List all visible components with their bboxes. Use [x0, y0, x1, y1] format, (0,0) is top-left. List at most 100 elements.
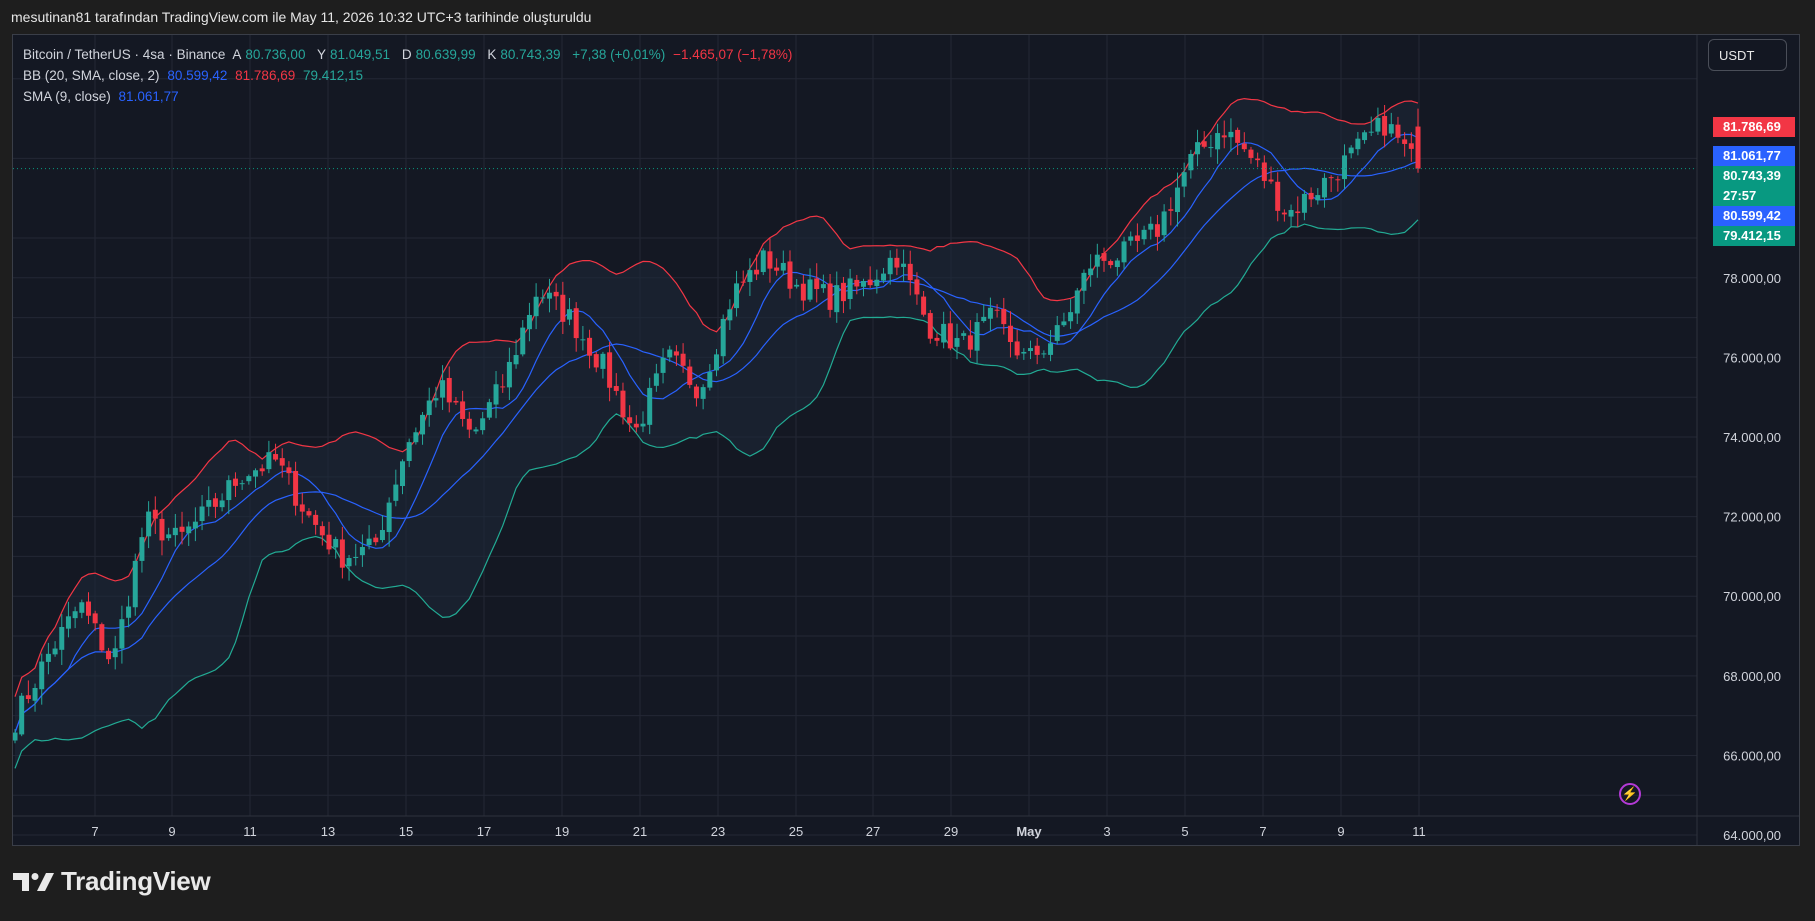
price-axis-tick[interactable]: 78.000,00 [1723, 271, 1781, 286]
candle-body[interactable] [126, 606, 132, 618]
candle-body[interactable] [179, 526, 185, 532]
candle-body[interactable] [480, 418, 486, 431]
candle-body[interactable] [286, 467, 292, 474]
candle-body[interactable] [613, 386, 619, 391]
candle-body[interactable] [807, 279, 813, 300]
candle-body[interactable] [814, 278, 820, 290]
candle-body[interactable] [1362, 132, 1368, 141]
candle-body[interactable] [1148, 223, 1154, 230]
candle-body[interactable] [854, 279, 860, 287]
time-axis-tick[interactable]: 21 [633, 824, 647, 839]
price-axis-tick[interactable]: 76.000,00 [1723, 350, 1781, 365]
candle-body[interactable] [1355, 138, 1361, 150]
price-axis-tick[interactable]: 74.000,00 [1723, 430, 1781, 445]
candle-body[interactable] [881, 273, 887, 281]
candle-body[interactable] [192, 521, 198, 529]
candle-body[interactable] [560, 294, 566, 322]
candle-body[interactable] [32, 687, 38, 701]
candle-body[interactable] [894, 257, 900, 268]
candle-body[interactable] [567, 309, 573, 320]
candle-body[interactable] [306, 511, 312, 516]
candle-body[interactable] [961, 333, 967, 336]
candle-body[interactable] [1195, 142, 1201, 155]
candle-body[interactable] [1074, 290, 1080, 314]
candle-body[interactable] [633, 423, 639, 428]
candle-body[interactable] [994, 309, 1000, 311]
candle-body[interactable] [1181, 172, 1187, 187]
time-axis-tick[interactable]: May [1016, 824, 1042, 839]
candle-body[interactable] [353, 556, 359, 559]
candle-body[interactable] [1054, 325, 1060, 341]
candle-body[interactable] [847, 278, 853, 300]
candle-body[interactable] [506, 361, 512, 388]
candle-body[interactable] [673, 351, 679, 356]
candle-body[interactable] [273, 454, 279, 460]
candle-body[interactable] [907, 263, 913, 281]
candle-body[interactable] [440, 380, 446, 398]
time-axis-tick[interactable]: 23 [711, 824, 725, 839]
candle-body[interactable] [1308, 192, 1314, 200]
candle-body[interactable] [166, 534, 172, 539]
candle-body[interactable] [533, 296, 539, 317]
candle-body[interactable] [1235, 129, 1241, 143]
candle-body[interactable] [840, 282, 846, 302]
candle-body[interactable] [85, 601, 91, 616]
candle-body[interactable] [500, 386, 506, 388]
candle-body[interactable] [226, 480, 232, 501]
candle-body[interactable] [1255, 158, 1261, 161]
candle-body[interactable] [99, 624, 105, 651]
candle-body[interactable] [1288, 209, 1294, 217]
candle-body[interactable] [526, 314, 532, 330]
candle-body[interactable] [1034, 345, 1040, 355]
candle-body[interactable] [1188, 153, 1194, 171]
time-axis-tick[interactable]: 11 [243, 824, 257, 839]
candle-body[interactable] [627, 417, 633, 424]
candle-body[interactable] [326, 534, 332, 550]
time-axis-tick[interactable]: 15 [399, 824, 413, 839]
candle-body[interactable] [1321, 177, 1327, 198]
candle-body[interactable] [486, 402, 492, 418]
candle-body[interactable] [146, 511, 152, 537]
candle-body[interactable] [25, 695, 31, 699]
price-axis-tick[interactable]: 72.000,00 [1723, 510, 1781, 525]
candle-body[interactable] [119, 619, 125, 649]
candle-body[interactable] [967, 335, 973, 350]
candle-body[interactable] [1342, 155, 1348, 180]
candle-body[interactable] [299, 504, 305, 512]
candle-body[interactable] [1415, 126, 1421, 169]
candle-body[interactable] [540, 297, 546, 299]
candle-body[interactable] [587, 337, 593, 356]
candle-body[interactable] [413, 432, 419, 443]
lightning-icon[interactable]: ⚡ [1619, 783, 1641, 805]
candle-body[interactable] [1088, 268, 1094, 276]
candle-body[interactable] [399, 461, 405, 487]
candle-body[interactable] [1128, 236, 1134, 241]
time-axis-tick[interactable]: 7 [91, 824, 98, 839]
candle-body[interactable] [987, 307, 993, 319]
candle-body[interactable] [1048, 343, 1054, 355]
chart-pane[interactable]: 64.000,00 66.000,00 68.000,00 70.000,00 72.0… [12, 34, 1800, 846]
candle-body[interactable] [680, 353, 686, 366]
candle-body[interactable] [1408, 143, 1414, 149]
candle-body[interactable] [1108, 261, 1114, 266]
candle-body[interactable] [266, 452, 272, 470]
candle-body[interactable] [794, 284, 800, 287]
candle-body[interactable] [112, 648, 118, 658]
candle-body[interactable] [92, 613, 98, 624]
candle-body[interactable] [1201, 141, 1207, 147]
time-axis-tick[interactable]: 13 [321, 824, 335, 839]
candle-body[interactable] [827, 283, 833, 310]
symbol-legend-row[interactable]: Bitcoin / TetherUS · 4sa · Binance A 80.7… [23, 44, 796, 65]
candle-body[interactable] [546, 292, 552, 299]
candle-body[interactable] [834, 285, 840, 313]
candle-body[interactable] [740, 281, 746, 283]
candle-body[interactable] [1081, 272, 1087, 291]
candle-body[interactable] [620, 390, 626, 418]
candle-body[interactable] [727, 309, 733, 321]
candle-body[interactable] [333, 539, 339, 548]
candle-body[interactable] [687, 366, 693, 385]
candle-body[interactable] [921, 296, 927, 315]
candle-body[interactable] [1248, 149, 1254, 158]
candle-body[interactable] [774, 267, 780, 271]
currency-selector[interactable]: USDT [1708, 39, 1787, 71]
